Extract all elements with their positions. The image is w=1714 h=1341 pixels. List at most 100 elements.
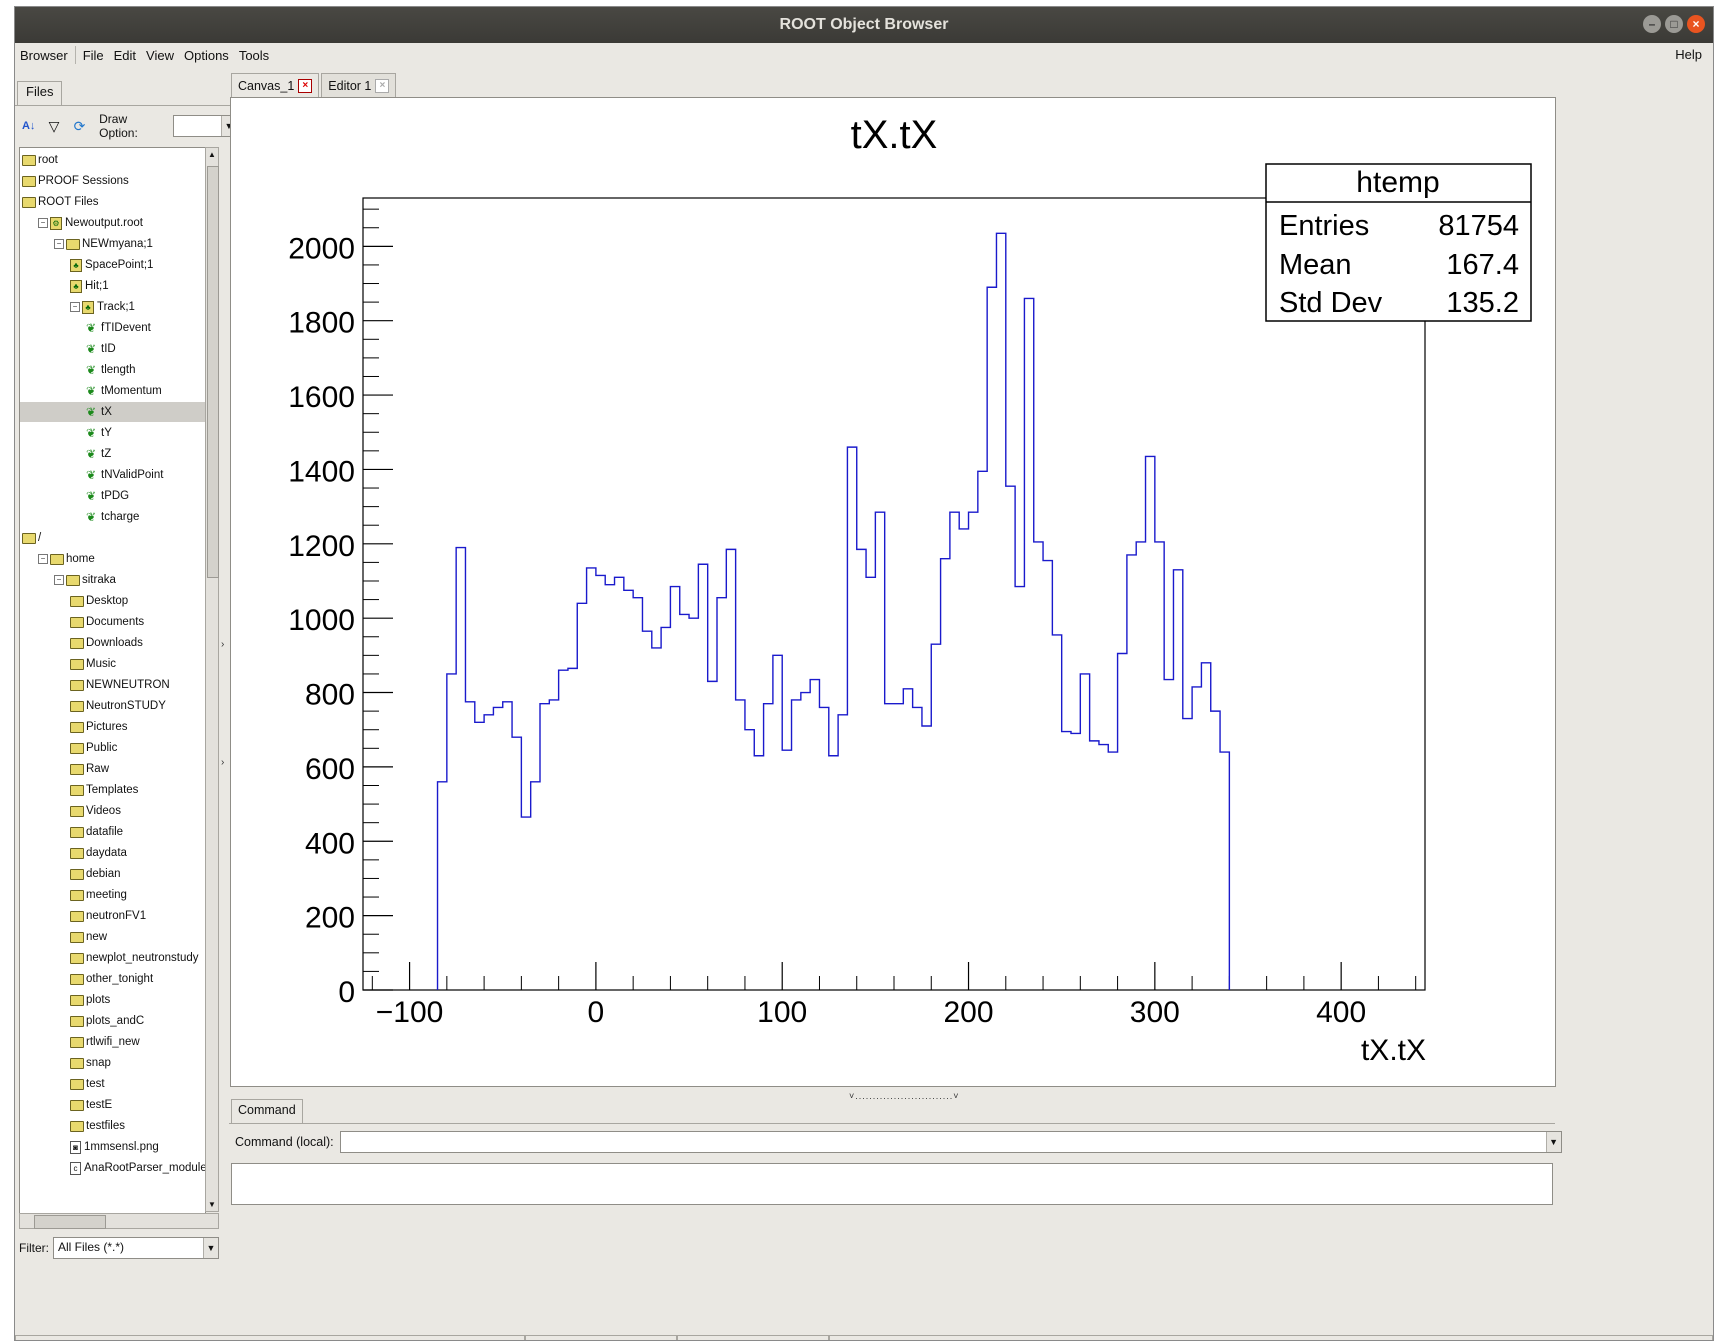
tree-item[interactable]: other_tonight <box>20 969 205 989</box>
histogram-bin <box>1136 542 1145 990</box>
tree-item[interactable]: ❦ tlength <box>20 360 205 380</box>
close-tab-icon[interactable]: × <box>375 78 390 93</box>
tree-item[interactable]: Videos <box>20 801 205 821</box>
scroll-up-icon[interactable]: ▲ <box>208 150 216 159</box>
tree-item[interactable]: ❦ tY <box>20 423 205 443</box>
tree-item[interactable]: − ♣ Track;1 <box>20 297 205 317</box>
tree-item[interactable]: ROOT Files <box>20 192 205 212</box>
tree-item-label: tY <box>101 427 112 439</box>
minimize-icon[interactable]: – <box>1643 15 1661 33</box>
tree-item[interactable]: ❦ fTIDevent <box>20 318 205 338</box>
tree-item[interactable]: plots_andC <box>20 1011 205 1031</box>
tree-item[interactable]: NeutronSTUDY <box>20 696 205 716</box>
tree-item[interactable]: − home <box>20 549 205 569</box>
collapse-icon[interactable]: − <box>38 218 48 228</box>
close-icon[interactable]: × <box>1687 15 1705 33</box>
tree-item[interactable]: / <box>20 528 205 548</box>
tree-item[interactable]: Downloads <box>20 633 205 653</box>
tree-item[interactable]: testE <box>20 1095 205 1115</box>
tree-item[interactable]: ♣ Hit;1 <box>20 276 205 296</box>
close-tab-icon[interactable]: × <box>298 78 313 93</box>
chevron-down-icon[interactable]: ▼ <box>203 1238 218 1258</box>
scrollbar-thumb[interactable] <box>34 1215 106 1229</box>
tree-item[interactable]: test <box>20 1074 205 1094</box>
tab-editor[interactable]: Editor 1 × <box>321 73 397 97</box>
tree-item[interactable]: ◙ 1mmsensl.png <box>20 1137 205 1157</box>
sort-icon[interactable]: A↓ <box>21 120 36 132</box>
tree-item-label: rtlwifi_new <box>86 1036 140 1048</box>
refresh-icon[interactable]: ⟳ <box>73 117 86 134</box>
root-canvas[interactable]: tX.tX tX.tX 0 200 400 600 800 1000 1200 1400 160… <box>230 97 1556 1087</box>
tree-item[interactable]: snap <box>20 1053 205 1073</box>
collapse-icon[interactable]: − <box>54 575 64 585</box>
draw-option-select[interactable]: ▼ <box>172 115 237 137</box>
tab-command[interactable]: Command <box>231 1099 303 1123</box>
tree-item[interactable]: − sitraka <box>20 570 205 590</box>
tree-item[interactable]: ❦ tZ <box>20 444 205 464</box>
tree-item-label: new <box>86 931 108 943</box>
filter-select[interactable]: All Files (*.*) ▼ <box>53 1237 219 1259</box>
collapse-icon[interactable]: − <box>54 239 64 249</box>
tree-item[interactable]: Templates <box>20 780 205 800</box>
menu-file[interactable]: File <box>82 47 104 63</box>
command-input[interactable]: ▼ <box>339 1131 1562 1153</box>
tree-item[interactable]: Desktop <box>20 591 205 611</box>
tree-item[interactable]: Pictures <box>20 717 205 737</box>
tree-item[interactable]: root <box>20 150 205 170</box>
filter-icon[interactable]: ▽ <box>48 117 60 134</box>
tree-item[interactable]: datafile <box>20 822 205 842</box>
tree-item[interactable]: plots <box>20 990 205 1010</box>
menu-options[interactable]: Options <box>184 47 229 63</box>
menu-edit[interactable]: Edit <box>113 47 137 63</box>
tree-item-label: tX <box>101 406 112 418</box>
scroll-down-icon[interactable]: ▼ <box>208 1200 216 1209</box>
command-output[interactable] <box>231 1163 1553 1205</box>
tree-item[interactable]: − NEWmyana;1 <box>20 234 205 254</box>
tree-item[interactable]: daydata <box>20 843 205 863</box>
scrollbar-thumb[interactable] <box>207 166 219 578</box>
root-file-icon: ⚙ <box>50 216 62 230</box>
collapse-icon[interactable]: − <box>38 554 48 564</box>
tree-item[interactable]: ❦ tMomentum <box>20 381 205 401</box>
histogram-bin <box>1015 587 1024 990</box>
tab-files[interactable]: Files <box>17 81 63 105</box>
tree-item[interactable]: testfiles <box>20 1116 205 1136</box>
tree-item[interactable]: PROOF Sessions <box>20 171 205 191</box>
tree-item[interactable]: ❦ tID <box>20 339 205 359</box>
menu-browser[interactable]: Browser <box>20 47 68 63</box>
tree-item[interactable]: ❦ tX <box>20 402 205 422</box>
file-tree[interactable]: root PROOF Sessions ROOT Files − ⚙ Newoutput.… <box>19 147 206 1214</box>
tree-item[interactable]: new <box>20 927 205 947</box>
collapse-icon[interactable]: − <box>70 302 80 312</box>
tree-item[interactable]: debian <box>20 864 205 884</box>
tree-item[interactable]: Documents <box>20 612 205 632</box>
chevron-down-icon[interactable]: ▼ <box>1545 1132 1561 1152</box>
tree-item[interactable]: Public <box>20 738 205 758</box>
tree-item[interactable]: rtlwifi_new <box>20 1032 205 1052</box>
tree-item[interactable]: ♣ SpacePoint;1 <box>20 255 205 275</box>
menu-tools[interactable]: Tools <box>238 47 270 63</box>
menu-view[interactable]: View <box>146 47 174 63</box>
main-panel: Canvas_1 × Editor 1 × tX.tX tX.tX 0 200 40… <box>229 69 1709 1329</box>
tree-vertical-scrollbar[interactable]: ▲ ▼ <box>205 147 219 1212</box>
tree-item[interactable]: Raw <box>20 759 205 779</box>
splitter-arrow-icon[interactable]: › <box>221 639 225 650</box>
tree-item[interactable]: meeting <box>20 885 205 905</box>
tab-canvas[interactable]: Canvas_1 × <box>231 73 320 97</box>
tree-item[interactable]: Music <box>20 654 205 674</box>
tree-item-label: datafile <box>86 826 124 838</box>
horizontal-splitter[interactable]: ˅............................˅ <box>849 1091 960 1101</box>
tree-item[interactable]: NEWNEUTRON <box>20 675 205 695</box>
tree-item[interactable]: − ⚙ Newoutput.root <box>20 213 205 233</box>
tree-item-label: Documents <box>86 616 145 628</box>
tree-horizontal-scrollbar[interactable] <box>19 1213 219 1229</box>
tree-item[interactable]: neutronFV1 <box>20 906 205 926</box>
tree-item[interactable]: ❦ tPDG <box>20 486 205 506</box>
maximize-icon[interactable]: □ <box>1665 15 1683 33</box>
menu-help[interactable]: Help <box>1675 47 1702 62</box>
splitter-arrow-icon[interactable]: › <box>221 757 225 768</box>
tree-item[interactable]: ❦ tcharge <box>20 507 205 527</box>
tree-item[interactable]: ❦ tNValidPoint <box>20 465 205 485</box>
tree-item[interactable]: newplot_neutronstudy <box>20 948 205 968</box>
